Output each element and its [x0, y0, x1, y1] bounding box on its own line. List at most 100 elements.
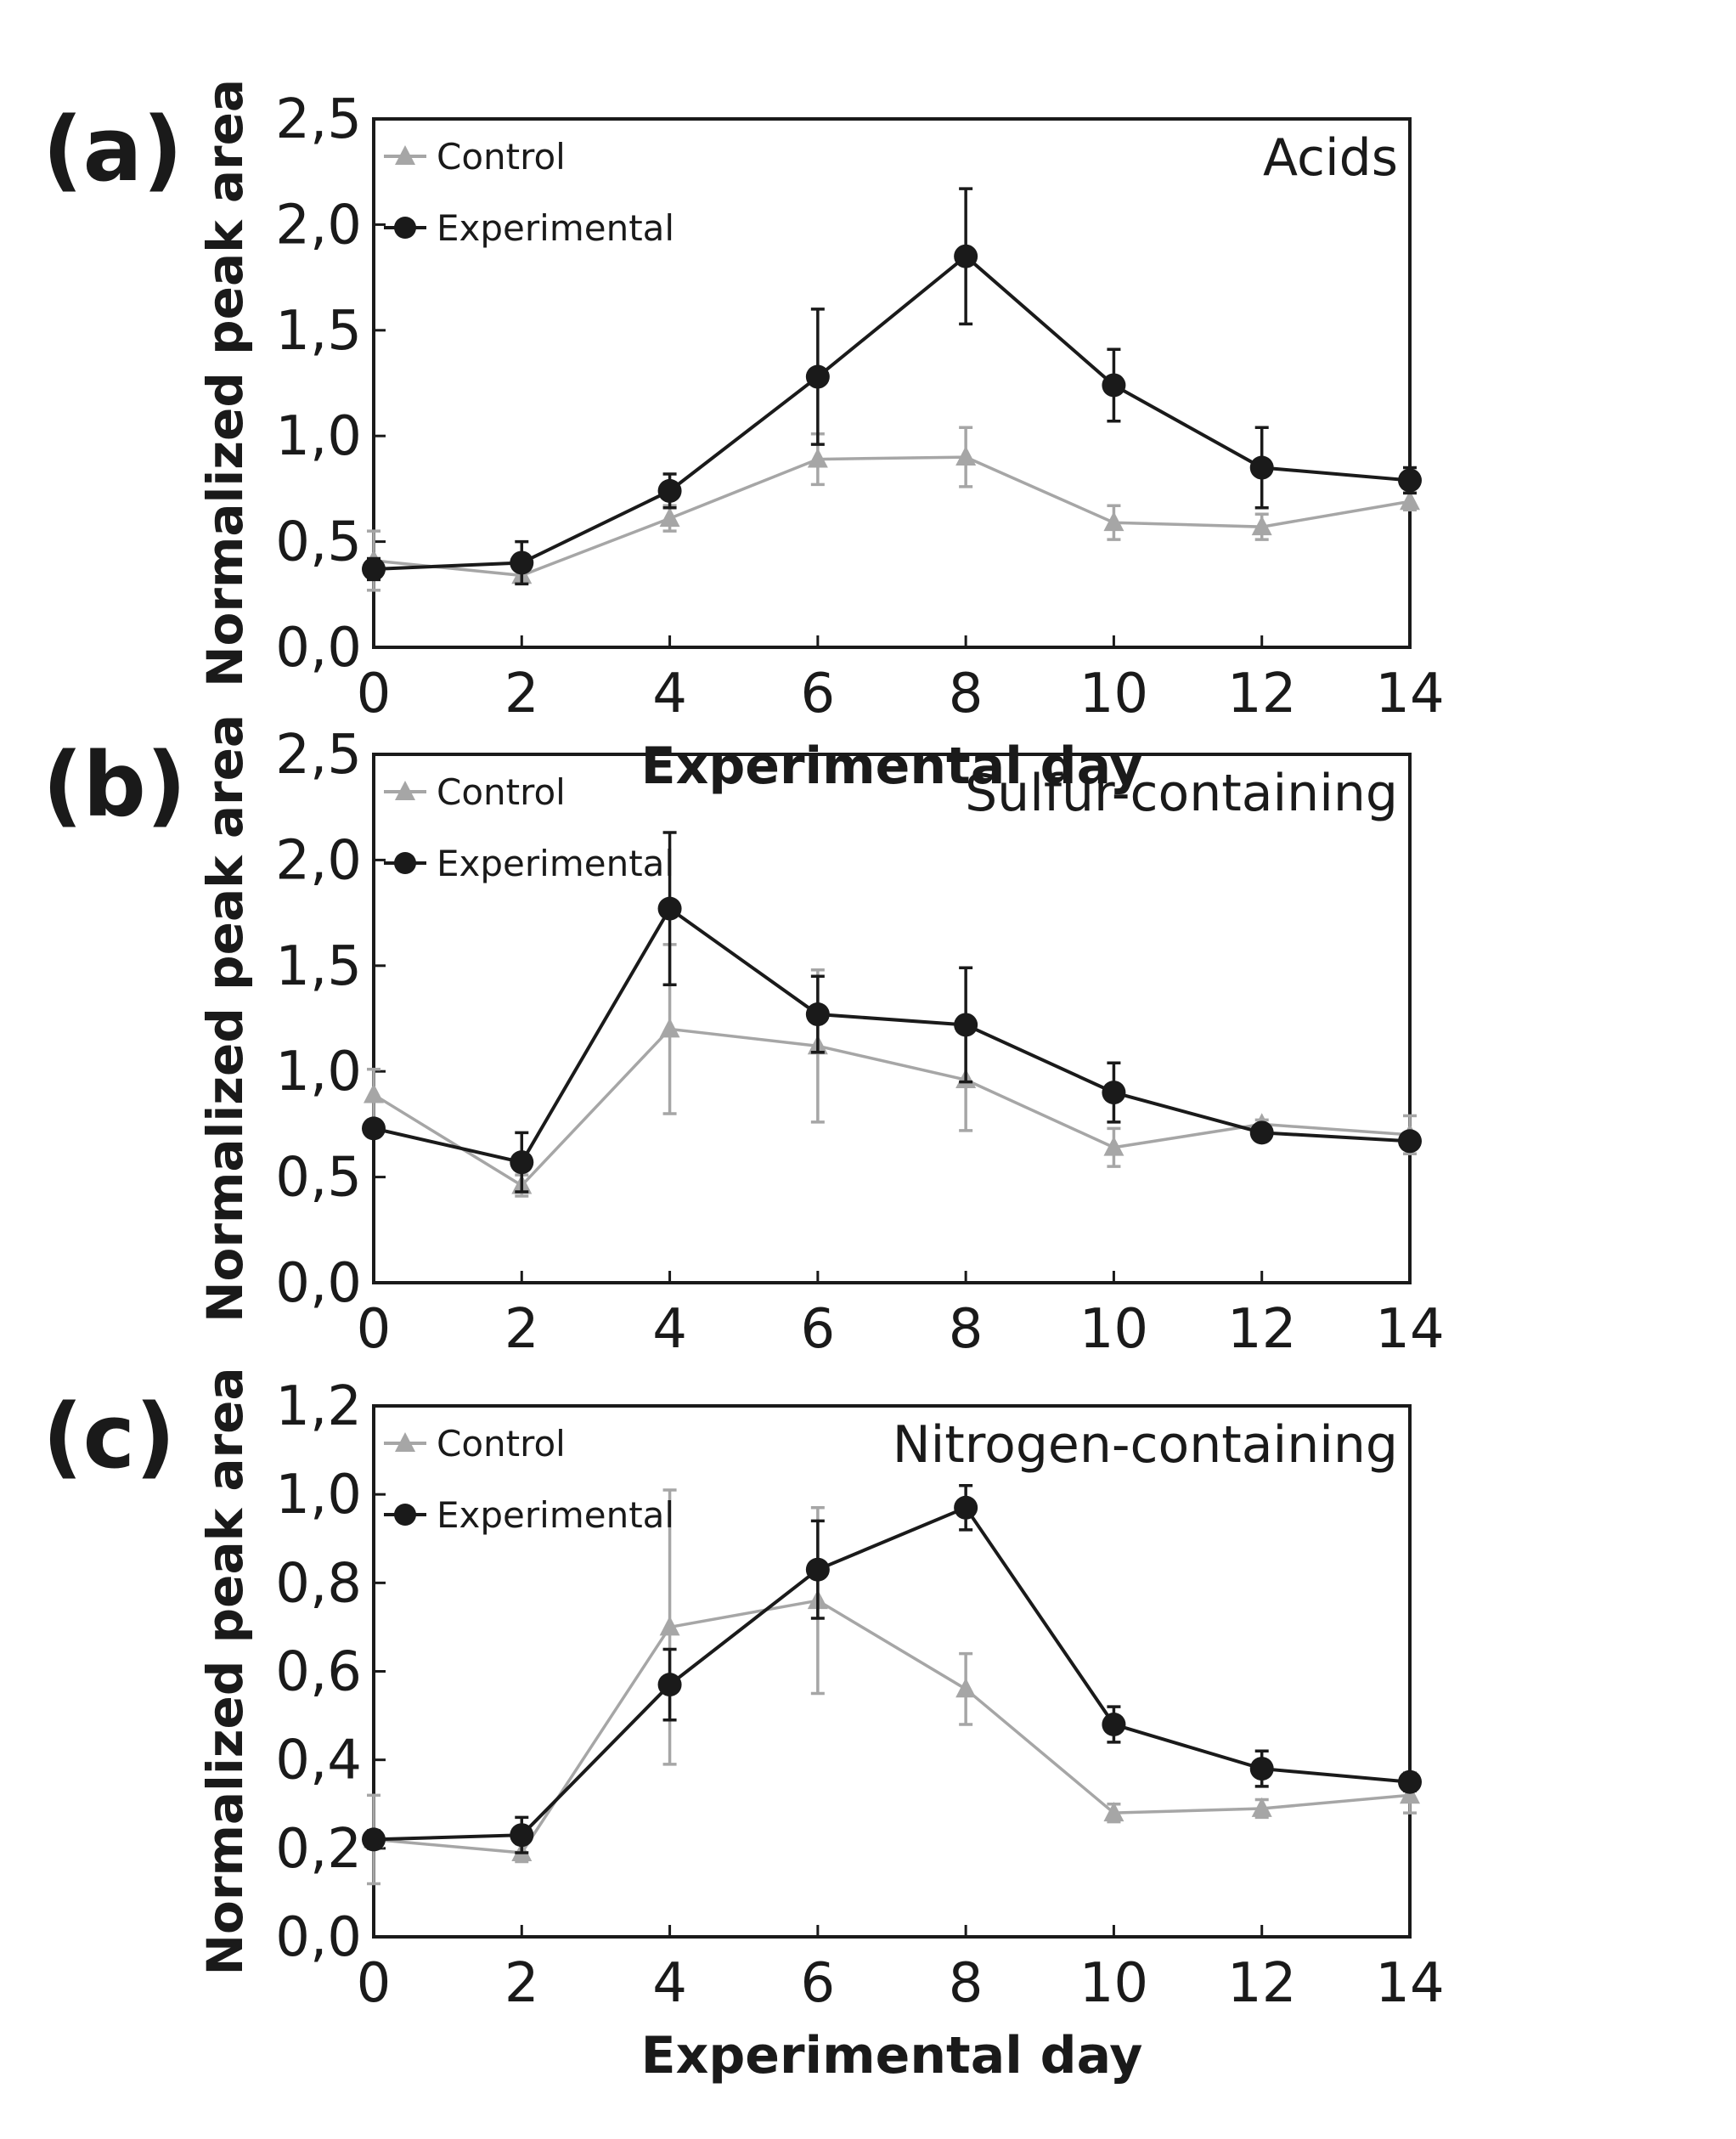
data-point [954, 1013, 978, 1037]
x-tick-label: 2 [504, 1298, 539, 1361]
x-tick-label: 2 [504, 1952, 539, 2015]
x-tick-label: 6 [800, 1298, 835, 1361]
series-line [373, 1027, 1411, 1188]
y-tick-label: 2,0 [275, 194, 362, 257]
data-point [362, 556, 386, 581]
legend: Control Experimental [384, 136, 674, 249]
x-tick-label: 10 [1079, 663, 1148, 725]
legend-marker [394, 852, 416, 874]
y-tick-label: 0,8 [275, 1552, 362, 1615]
data-point [807, 448, 828, 468]
x-tick-label: 14 [1375, 663, 1444, 725]
legend-label: Control [437, 1423, 566, 1465]
data-point [805, 364, 830, 389]
x-tick-label: 8 [949, 663, 984, 725]
x-tick-label: 0 [357, 1298, 392, 1361]
panel-title: Sulfur-containing [965, 764, 1398, 823]
y-tick-label: 2,5 [275, 88, 362, 151]
y-tick-label: 0,4 [275, 1730, 362, 1792]
series-experimental [362, 831, 1422, 1194]
legend-marker [395, 1432, 415, 1452]
y-tick-label: 1,5 [275, 300, 362, 363]
legend-label: Experimental [437, 207, 674, 249]
series-experimental [362, 1484, 1422, 1854]
data-point [1398, 1129, 1422, 1154]
data-point [1249, 1120, 1274, 1145]
data-point [1103, 1801, 1124, 1822]
data-point [657, 1673, 682, 1697]
legend-marker [394, 1504, 416, 1526]
y-tick-label: 1,0 [275, 1041, 362, 1103]
data-point [954, 244, 978, 268]
data-point [362, 1827, 386, 1852]
x-tick-label: 12 [1227, 1298, 1296, 1361]
data-point [805, 1557, 830, 1582]
y-axis-label: Normalized peak area [196, 1367, 254, 1975]
y-tick-label: 2,0 [275, 829, 362, 892]
data-point [955, 445, 977, 466]
data-point [1398, 468, 1422, 493]
y-tick-label: 0,5 [275, 1147, 362, 1210]
data-point [1400, 490, 1420, 511]
legend-label: Control [437, 136, 566, 178]
panel-label: (a) [42, 98, 183, 201]
x-tick-label: 8 [949, 1298, 984, 1361]
y-tick-label: 1,0 [275, 1464, 362, 1527]
data-point [657, 478, 682, 503]
data-point [1398, 1769, 1422, 1794]
legend-marker [394, 217, 416, 239]
data-point [1102, 1081, 1126, 1105]
data-point [364, 1083, 384, 1103]
legend-marker [395, 145, 415, 165]
data-point [510, 550, 534, 575]
data-point [659, 507, 680, 528]
y-tick-label: 0,0 [275, 1906, 362, 1969]
panel-title: Nitrogen-containing [893, 1415, 1398, 1475]
legend-label: Experimental [437, 1494, 674, 1536]
x-axis-label: Experimental day [641, 2026, 1143, 2085]
legend-label: Experimental [437, 843, 674, 884]
panel-title: Acids [1263, 128, 1398, 188]
x-tick-label: 12 [1227, 1952, 1296, 2015]
data-point [362, 1116, 386, 1141]
x-tick-label: 6 [800, 1952, 835, 2015]
y-tick-label: 0,6 [275, 1641, 362, 1704]
data-point [659, 1616, 680, 1636]
legend-label: Control [437, 771, 566, 813]
data-point [954, 1495, 978, 1520]
x-tick-label: 10 [1079, 1952, 1148, 2015]
y-tick-label: 0,5 [275, 511, 362, 574]
x-tick-label: 4 [652, 1298, 687, 1361]
x-tick-label: 4 [652, 1952, 687, 2015]
data-point [510, 1150, 534, 1175]
data-point [1251, 515, 1272, 536]
legend-marker [395, 781, 415, 800]
panel-c: 0,0 0,2 0,4 0,6 0,8 1,0 1,2 0 2 4 6 8 10 12 14 Normaliz… [42, 1367, 1445, 2085]
data-point [1249, 455, 1274, 480]
y-tick-label: 0,2 [275, 1818, 362, 1881]
plot-frame [372, 117, 1412, 649]
legend: Control Experimental [384, 771, 674, 884]
y-axis-label: Normalized peak area [196, 79, 254, 687]
legend: Control Experimental [384, 1423, 674, 1536]
panel-label: (b) [42, 733, 187, 837]
series-line [373, 455, 1411, 578]
x-tick-label: 2 [504, 663, 539, 725]
y-tick-label: 1,2 [275, 1375, 362, 1438]
x-tick-label: 6 [800, 663, 835, 725]
y-tick-label: 0,0 [275, 617, 362, 680]
panel-label: (c) [42, 1385, 176, 1488]
data-point [659, 1018, 680, 1038]
y-tick-label: 0,0 [275, 1252, 362, 1315]
x-tick-label: 14 [1375, 1952, 1444, 2015]
x-tick-label: 4 [652, 663, 687, 725]
panel-a: 0,00,51,01,52,02,50 2 4 6 8 10 12 14Normalized … [42, 79, 1445, 796]
x-tick-label: 8 [949, 1952, 984, 2015]
panel-b: 0,0 0,5 1,0 1,5 2,0 2,5 0 2 4 6 8 10 12 14 Normalized … [42, 714, 1445, 1361]
data-point [657, 896, 682, 921]
data-point [1102, 373, 1126, 398]
y-tick-label: 1,0 [275, 405, 362, 468]
series-line [373, 1599, 1411, 1854]
series-experimental [362, 187, 1422, 586]
